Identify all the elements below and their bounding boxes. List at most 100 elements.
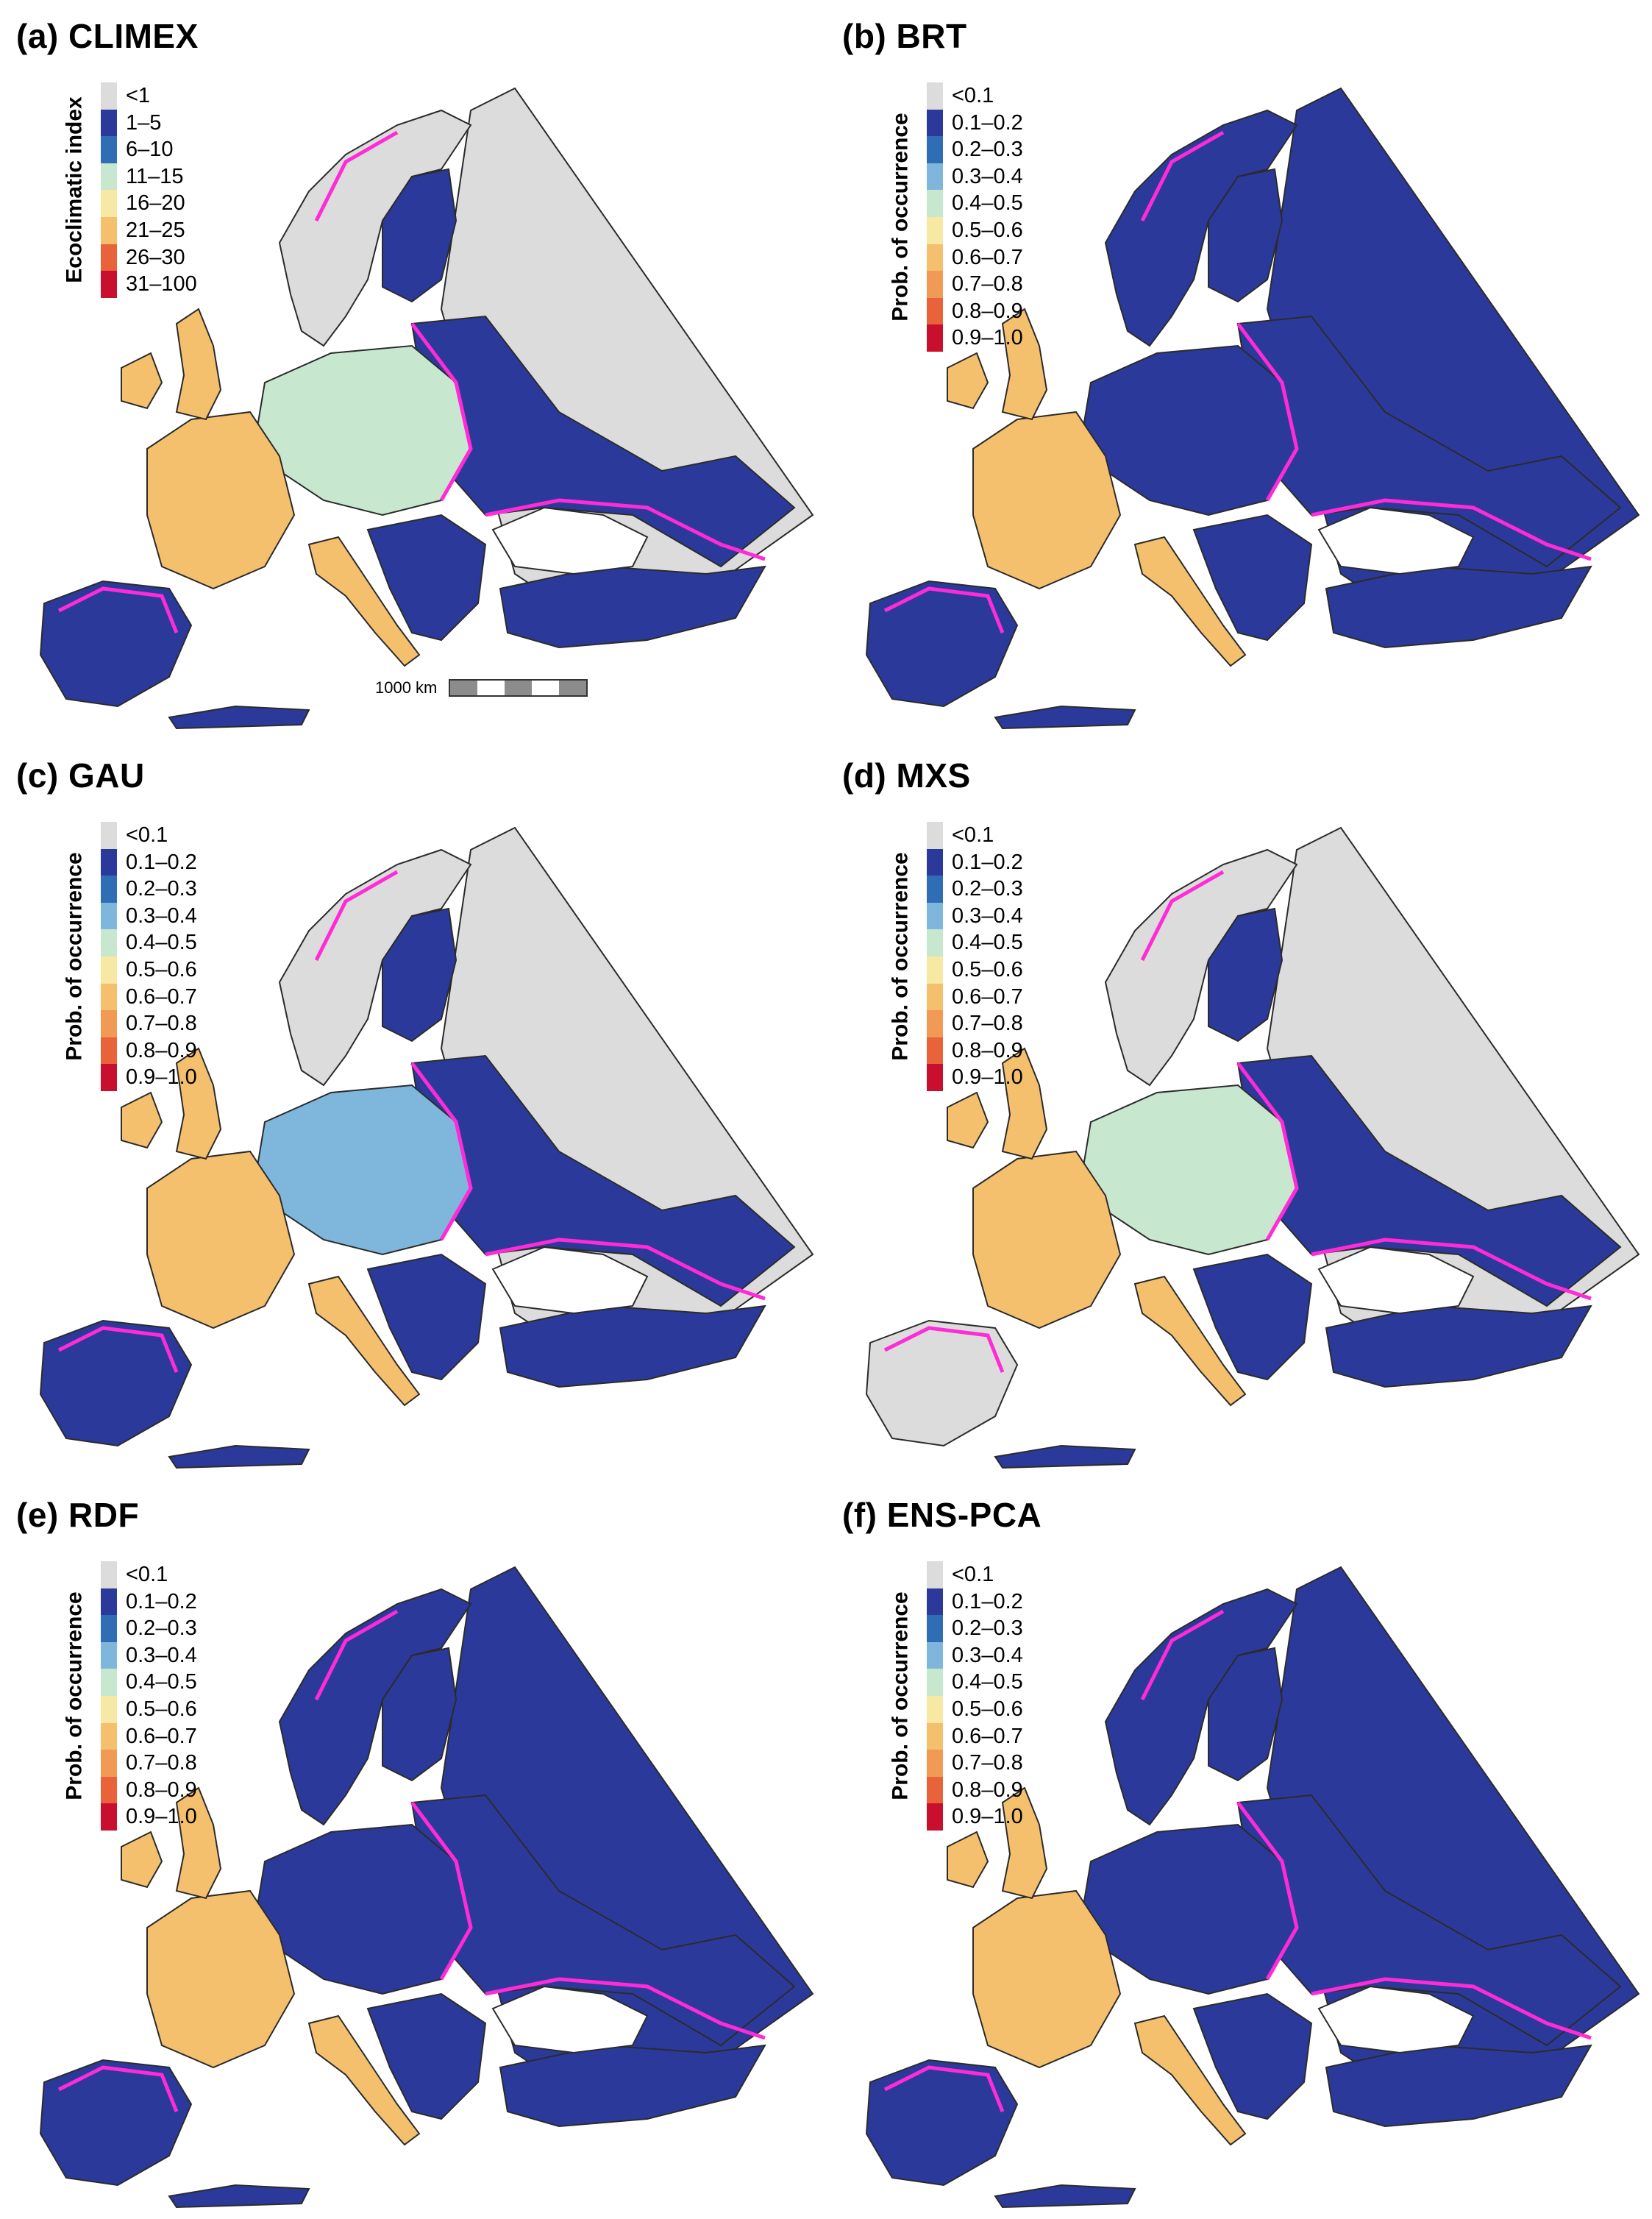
legend-item: 0.5–0.6 [927, 956, 1023, 984]
legend-label: 0.7–0.8 [952, 1012, 1023, 1036]
legend-item: 6–10 [101, 136, 197, 163]
map-panel-a: (a) CLIMEX Ecoclimatic index <1 1–5 6–10 11–1… [0, 0, 826, 739]
legend-label: 0.9–1.0 [126, 1065, 197, 1090]
threshold-contour [485, 1977, 766, 2040]
legend-label: 0.1–0.2 [952, 850, 1023, 874]
legend-item: <0.1 [101, 1561, 197, 1588]
legend-label: <0.1 [126, 1563, 168, 1586]
legend-item: 0.1–0.2 [927, 848, 1023, 876]
legend-swatch [101, 1750, 117, 1777]
legend-swatch [927, 244, 943, 271]
legend-swatch [101, 1064, 117, 1091]
iberia [865, 580, 1019, 708]
iberia [39, 1319, 193, 1447]
great-britain [1001, 1786, 1048, 1900]
legend-swatch [927, 109, 943, 137]
legend-item: 0.7–0.8 [927, 1750, 1023, 1777]
legend-item: 31–100 [101, 271, 197, 298]
legend-swatch [101, 1669, 117, 1696]
map-panel-b: (b) BRT Prob. of occurrence <0.1 0.1–0.2 0.2… [826, 0, 1652, 739]
legend-swatch [101, 1776, 117, 1804]
legend-label: <0.1 [952, 823, 994, 847]
legend-swatch [101, 1561, 117, 1588]
legend-swatch [101, 902, 117, 930]
legend-label: 0.7–0.8 [126, 1751, 197, 1775]
france [146, 411, 296, 590]
balkans [1192, 514, 1313, 642]
legend-item: 0.3–0.4 [927, 163, 1023, 191]
legend-swatch [927, 902, 943, 930]
finland [382, 1647, 457, 1782]
legend-swatch [927, 297, 943, 325]
scale-bar-segment [559, 681, 587, 695]
legend-label: 16–20 [126, 191, 185, 216]
legend-swatch [927, 136, 943, 163]
legend-label: 0.8–0.9 [126, 1038, 197, 1062]
balkans [366, 1253, 487, 1381]
map-panel-d: (d) MXS Prob. of occurrence <0.1 0.1–0.2 0.2… [826, 739, 1652, 1479]
legend-title: Ecoclimatic index [63, 96, 87, 284]
legend-label: 0.9–1.0 [952, 1805, 1023, 1829]
legend-label: 0.8–0.9 [952, 299, 1023, 323]
europe-map [865, 1566, 1640, 2209]
legend-swatch [101, 956, 117, 984]
italy [1133, 1275, 1247, 1407]
legend-label: 0.2–0.3 [126, 1616, 197, 1641]
threshold-contour [314, 1609, 399, 1701]
anatolia [1325, 1304, 1592, 1388]
finland [1208, 907, 1283, 1043]
threshold-contour [1236, 322, 1299, 502]
legend-item: 0.2–0.3 [927, 1615, 1023, 1642]
legend-swatch [927, 822, 943, 849]
legend-label: 0.3–0.4 [126, 903, 197, 928]
legend-item: 0.4–0.5 [101, 929, 197, 956]
legend-item: 0.6–0.7 [101, 983, 197, 1011]
scale-bar: 1000 km [375, 678, 588, 697]
legend-label: <0.1 [952, 84, 994, 107]
legend-item: 0.3–0.4 [101, 1641, 197, 1669]
legend-swatch [927, 1064, 943, 1091]
france [972, 411, 1122, 590]
legend-item: <0.1 [927, 82, 1023, 110]
legend-title: Prob. of occurrence [63, 852, 87, 1061]
great-britain [1001, 308, 1048, 421]
finland [1208, 1647, 1283, 1782]
france [146, 1150, 296, 1329]
balkans [1192, 1992, 1313, 2120]
legend-swatch [101, 876, 117, 903]
legend-swatch [927, 324, 943, 352]
legend-item: 0.2–0.3 [927, 136, 1023, 163]
threshold-contour [410, 1062, 473, 1241]
legend-swatch [927, 163, 943, 191]
threshold-contour [57, 1326, 179, 1373]
legend-swatch [927, 1588, 943, 1616]
black-sea [491, 506, 649, 575]
legend-item: <0.1 [927, 1561, 1023, 1588]
legend-item: 0.6–0.7 [927, 244, 1023, 271]
legend-item: 11–15 [101, 163, 197, 191]
legend-item: 0.5–0.6 [927, 216, 1023, 244]
legend-swatch [927, 1561, 943, 1588]
north-africa [994, 1444, 1136, 1469]
legend-item: 0.8–0.9 [927, 297, 1023, 325]
legend-swatch [927, 1750, 943, 1777]
balkans [1192, 1253, 1313, 1381]
legend-swatch [101, 82, 117, 110]
legend-label: <0.1 [126, 823, 168, 847]
legend-swatch [927, 983, 943, 1011]
legend-swatch [927, 848, 943, 876]
eastern-region [410, 315, 796, 568]
legend-item: 0.9–1.0 [927, 1064, 1023, 1091]
legend-label: 0.5–0.6 [126, 1697, 197, 1721]
threshold-contour [410, 1801, 473, 1981]
legend-swatch [101, 983, 117, 1011]
europe-map [39, 87, 814, 730]
legend-item: 0.1–0.2 [927, 1588, 1023, 1616]
central-europe [1082, 1823, 1298, 1995]
europe-map [865, 87, 1640, 730]
legend-item: 0.7–0.8 [927, 1010, 1023, 1037]
europe-map [865, 826, 1640, 1469]
legend-swatch [927, 876, 943, 903]
legend-swatch [927, 1776, 943, 1804]
threshold-contour [57, 2065, 179, 2112]
